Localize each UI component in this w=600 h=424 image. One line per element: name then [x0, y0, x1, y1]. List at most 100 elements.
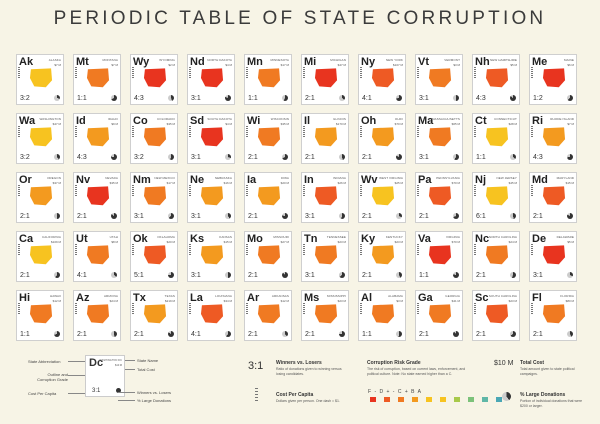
state-name: Nebraska	[214, 176, 232, 180]
legend-pie-icon	[502, 392, 511, 401]
cost-per-capita-bar-icon	[246, 244, 248, 270]
state-total-cost: $70 M	[451, 181, 460, 185]
winners-ratio: 1:1	[20, 331, 30, 338]
winners-ratio: 2:1	[305, 95, 315, 102]
state-abbr: Va	[418, 233, 431, 245]
large-donations-pie-icon	[111, 213, 117, 219]
state-outline-icon	[371, 127, 395, 147]
state-abbr: Ny	[361, 56, 376, 68]
state-abbr: Co	[133, 115, 148, 127]
legend-connector	[68, 361, 86, 362]
cost-per-capita-bar-icon	[360, 185, 362, 211]
state-name: Oklahoma	[157, 235, 175, 239]
state-abbr: Ga	[418, 292, 433, 304]
state-cell-tx: Tx Texas $219 M 2:1	[130, 290, 178, 341]
state-outline-icon	[542, 127, 566, 147]
winners-ratio: 3:1	[191, 95, 201, 102]
state-total-cost: $24 M	[109, 299, 118, 303]
state-total-cost: $2 M	[168, 63, 175, 67]
state-outline-icon	[143, 186, 167, 206]
state-abbr: Ok	[133, 233, 148, 245]
winners-ratio: 3:1	[134, 213, 144, 220]
state-name: Utah	[109, 235, 118, 239]
state-cell-il: Il Illinois $170 M 2:1	[301, 113, 349, 164]
state-abbr: Al	[361, 292, 372, 304]
state-outline-icon	[29, 68, 53, 88]
large-donations-pie-icon	[54, 95, 60, 101]
state-name: Texas	[164, 294, 175, 298]
legend-cpc-bar-icon	[255, 388, 258, 414]
state-total-cost: $23 M	[508, 299, 517, 303]
state-name: Maryland	[556, 176, 574, 180]
cost-per-capita-bar-icon	[189, 126, 191, 152]
state-total-cost: $41 M	[451, 299, 460, 303]
state-outline-icon	[371, 304, 395, 324]
state-name: Delaware	[556, 235, 574, 239]
large-donations-pie-icon	[510, 213, 516, 219]
legend-connector	[68, 393, 86, 394]
large-donations-pie-icon	[339, 272, 345, 278]
state-outline-icon	[542, 68, 566, 88]
state-outline-icon	[29, 186, 53, 206]
state-cell-al: Al Alabama $3 M 1:1	[358, 290, 406, 341]
state-total-cost: $20 M	[280, 181, 289, 185]
state-total-cost: $16 M	[223, 181, 232, 185]
winners-ratio: 2:1	[248, 272, 258, 279]
state-cell-ky: Ky Kentucky $23 M 2:1	[358, 231, 406, 282]
state-total-cost: $7 M	[567, 122, 574, 126]
state-name: Alabama	[388, 294, 403, 298]
state-total-cost: $7 M	[54, 63, 61, 67]
state-total-cost: $26 M	[337, 181, 346, 185]
winners-ratio: 2:1	[134, 331, 144, 338]
winners-ratio: 2:1	[533, 213, 543, 220]
cost-per-capita-bar-icon	[531, 303, 533, 329]
state-abbr: Nm	[133, 174, 151, 186]
winners-ratio: 5:1	[134, 272, 144, 279]
state-name: Arizona	[103, 294, 118, 298]
winners-ratio: 4:3	[77, 154, 87, 161]
large-donations-pie-icon	[453, 272, 459, 278]
winners-ratio: 3:1	[191, 154, 201, 161]
state-abbr: Ct	[475, 115, 487, 127]
state-total-cost: $20 M	[166, 240, 175, 244]
state-total-cost: $23 M	[394, 240, 403, 244]
state-outline-icon	[542, 186, 566, 206]
state-abbr: Me	[532, 56, 548, 68]
legend-total-heading: Total Cost	[520, 360, 545, 366]
state-outline-icon	[257, 127, 281, 147]
state-outline-icon	[257, 68, 281, 88]
state-cell-ms: Ms Mississippi $23 M 2:1	[301, 290, 349, 341]
state-total-cost: $65 M	[451, 122, 460, 126]
grade-swatch	[454, 397, 460, 402]
large-donations-pie-icon	[567, 213, 573, 219]
large-donations-pie-icon	[168, 95, 174, 101]
state-total-cost: $24 M	[508, 240, 517, 244]
winners-ratio: 3:2	[20, 154, 30, 161]
cost-per-capita-bar-icon	[303, 67, 305, 93]
state-name: West Virginia	[379, 176, 403, 180]
legend-key-ratio: 3:1	[92, 388, 101, 394]
state-abbr: Md	[532, 174, 548, 186]
state-outline-icon	[314, 304, 338, 324]
state-cell-ri: Ri Rhode Island $7 M 4:3	[529, 113, 577, 164]
cost-per-capita-bar-icon	[531, 185, 533, 211]
cost-per-capita-bar-icon	[132, 244, 134, 270]
cost-per-capita-bar-icon	[18, 67, 20, 93]
winners-ratio: 3:1	[419, 95, 429, 102]
state-total-cost: $3 M	[453, 63, 460, 67]
state-cell-or: Or Oregon $37 M 2:1	[16, 172, 64, 223]
state-outline-icon	[371, 68, 395, 88]
state-abbr: Fl	[532, 292, 542, 304]
cost-per-capita-bar-icon	[75, 126, 77, 152]
winners-ratio: 3:1	[305, 272, 315, 279]
cost-per-capita-bar-icon	[474, 126, 476, 152]
state-outline-icon	[86, 245, 110, 265]
large-donations-pie-icon	[225, 213, 231, 219]
winners-ratio: 1:1	[362, 331, 372, 338]
cost-per-capita-bar-icon	[246, 303, 248, 329]
state-cell-ca: Ca California $109 M 2:1	[16, 231, 64, 282]
cost-per-capita-bar-icon	[474, 185, 476, 211]
cost-per-capita-bar-icon	[531, 67, 533, 93]
large-donations-pie-icon	[282, 213, 288, 219]
state-outline-icon	[86, 68, 110, 88]
